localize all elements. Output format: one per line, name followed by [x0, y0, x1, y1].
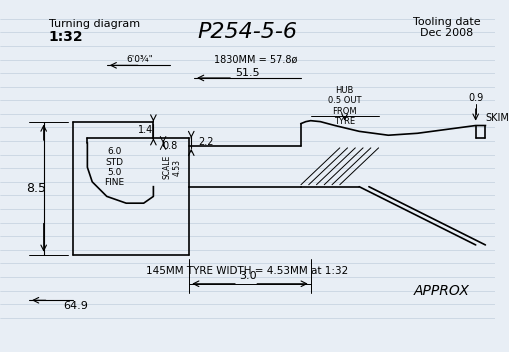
Text: 3.0: 3.0 — [238, 271, 256, 281]
Text: Dec 2008: Dec 2008 — [419, 29, 472, 38]
Text: Turning diagram: Turning diagram — [48, 19, 139, 29]
Text: 51.5: 51.5 — [235, 68, 260, 78]
Text: 1:32: 1:32 — [48, 30, 83, 44]
Text: Tooling date: Tooling date — [412, 17, 479, 27]
Text: 8.5: 8.5 — [26, 182, 46, 195]
Text: 1.4: 1.4 — [138, 125, 153, 135]
Text: APPROX: APPROX — [413, 284, 469, 297]
Text: 1830MM = 57.8ø: 1830MM = 57.8ø — [213, 55, 296, 64]
Text: 0.9: 0.9 — [467, 93, 483, 103]
Text: SKIM: SKIM — [485, 113, 508, 123]
Text: 64.9: 64.9 — [63, 301, 88, 311]
Text: 0.8: 0.8 — [162, 141, 177, 151]
Text: SCALE
4.53: SCALE 4.53 — [162, 155, 181, 180]
Text: 2.2: 2.2 — [197, 137, 213, 147]
Text: HUB
0.5 OUT
FROM
TYRE: HUB 0.5 OUT FROM TYRE — [327, 86, 361, 126]
Text: 145MM TYRE WIDTH = 4.53MM at 1:32: 145MM TYRE WIDTH = 4.53MM at 1:32 — [146, 266, 348, 276]
Text: 6'0¾": 6'0¾" — [126, 55, 153, 64]
Text: 6.0
STD
5.0
FINE: 6.0 STD 5.0 FINE — [104, 147, 124, 187]
Text: P254-5-6: P254-5-6 — [197, 21, 297, 42]
